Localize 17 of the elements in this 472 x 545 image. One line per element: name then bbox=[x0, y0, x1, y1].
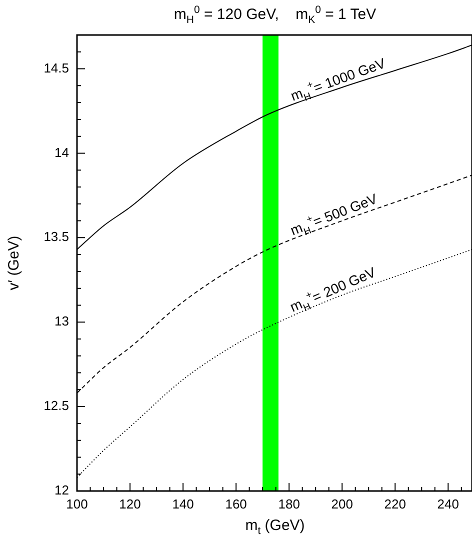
chart-title: m$_{H}$$^{0}$ = 120 GeV, m$_{K}$$^{0}$ = 1 TeV bbox=[174, 4, 376, 26]
y-tick-label: 14 bbox=[54, 144, 69, 160]
x-tick-label: 220 bbox=[384, 496, 406, 512]
y-tick-label: 12 bbox=[54, 482, 69, 498]
y-tick-label: 13 bbox=[54, 314, 69, 329]
y-tick-label: 14.5 bbox=[44, 60, 69, 76]
x-tick-label: 100 bbox=[66, 496, 88, 512]
x-axis-title: m$_{t}$ (GeV) bbox=[245, 517, 305, 537]
x-tick-label: 120 bbox=[119, 496, 141, 512]
x-tick-label: 200 bbox=[331, 496, 353, 512]
x-tick-label: 140 bbox=[172, 496, 194, 512]
y-tick-label: 13.5 bbox=[44, 229, 69, 244]
y-tick-label: 12.5 bbox=[44, 398, 69, 414]
x-tick-label: 160 bbox=[225, 496, 247, 512]
x-tick-label: 240 bbox=[437, 496, 459, 512]
y-axis-title: v′ (GeV) bbox=[6, 236, 22, 290]
x-tick-label: 180 bbox=[278, 496, 300, 512]
